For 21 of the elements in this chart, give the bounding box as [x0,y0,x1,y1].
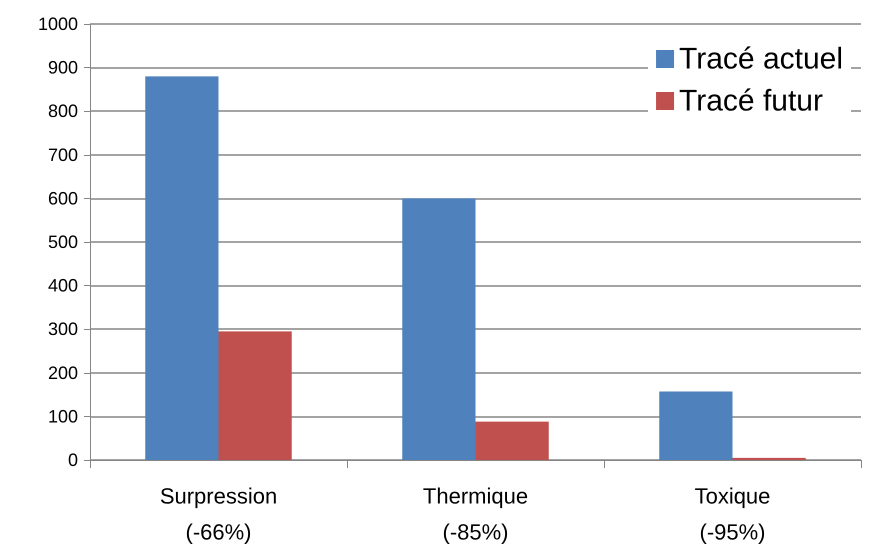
x-tick-label: Toxique (-95%) [694,484,770,544]
y-tick-label: 0 [68,450,78,470]
y-tick-label: 400 [48,276,78,296]
x-tick-label: Surpression (-66%) [160,484,278,544]
y-tick-label: 200 [48,362,78,383]
y-tick-label: 100 [48,406,78,426]
y-tick-label: 700 [48,144,78,165]
bar [659,392,732,460]
legend-label: Tracé futur [679,84,823,118]
x-tick-label: Thermique (-85%) [422,484,528,544]
bar [145,76,218,460]
y-tick-label: 1000 [38,14,78,34]
y-tick-label: 500 [48,232,78,252]
y-tick-label: 300 [48,319,78,340]
y-tick-label: 600 [48,188,78,208]
y-tick-label: 800 [48,101,78,122]
bar [402,198,476,460]
legend-label: Tracé actuel [679,42,844,76]
bar [476,422,549,460]
y-tick-label: 900 [48,58,78,78]
bar [218,331,292,460]
